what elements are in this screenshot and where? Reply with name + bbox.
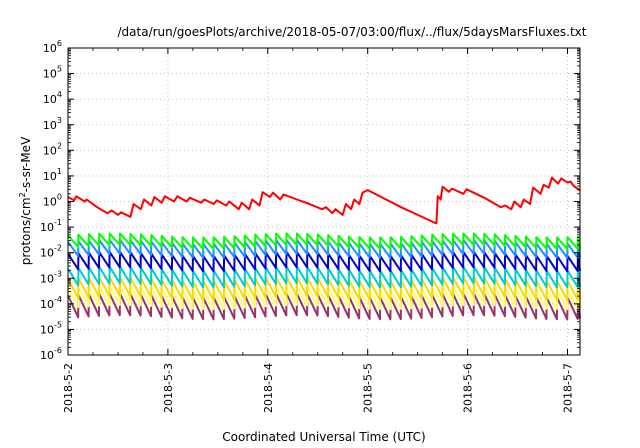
series-line <box>67 265 581 289</box>
y-tick-label: 105 <box>43 65 62 81</box>
x-tick-label: 2018-5-3 <box>162 363 175 413</box>
y-tick-label: 10-5 <box>40 320 62 336</box>
x-tick-label: 2018-5-7 <box>562 363 575 413</box>
y-tick-label: 103 <box>43 116 62 132</box>
y-axis-label: protons/cm2-s-sr-MeV <box>18 136 33 265</box>
chart-title: /data/run/goesPlots/archive/2018-05-07/0… <box>118 25 587 39</box>
series-line-red <box>67 176 581 225</box>
y-tick-label: 102 <box>43 141 62 157</box>
series-line <box>67 232 581 250</box>
series-line <box>67 275 581 302</box>
y-tick-label: 10-6 <box>40 346 62 362</box>
y-tick-label: 10-3 <box>40 269 62 285</box>
series-layer <box>67 176 581 321</box>
series-line <box>67 250 581 273</box>
x-axis: 2018-5-2 2018-5-3 2018-5-4 2018-5-5 2018-5-6… <box>62 48 575 413</box>
y-tick-label: 100 <box>43 193 62 209</box>
y-tick-label: 106 <box>43 39 62 55</box>
x-axis-label: Coordinated Universal Time (UTC) <box>222 430 425 444</box>
y-tick-label: 10-1 <box>40 218 62 234</box>
x-tick-label: 2018-5-2 <box>62 363 75 413</box>
y-tick-label: 10-2 <box>40 244 62 260</box>
y-tick-label: 104 <box>43 90 62 106</box>
x-tick-label: 2018-5-5 <box>362 363 375 413</box>
y-tick-label: 10-4 <box>40 295 62 311</box>
y-axis: 10-6 10-5 10-4 10-3 10-2 10-1 100 101 102 103 104 1… <box>40 39 580 362</box>
x-tick-label: 2018-5-4 <box>262 363 275 413</box>
x-tick-label: 2018-5-6 <box>462 363 475 413</box>
y-tick-label: 101 <box>43 167 62 183</box>
series-line <box>67 238 581 259</box>
